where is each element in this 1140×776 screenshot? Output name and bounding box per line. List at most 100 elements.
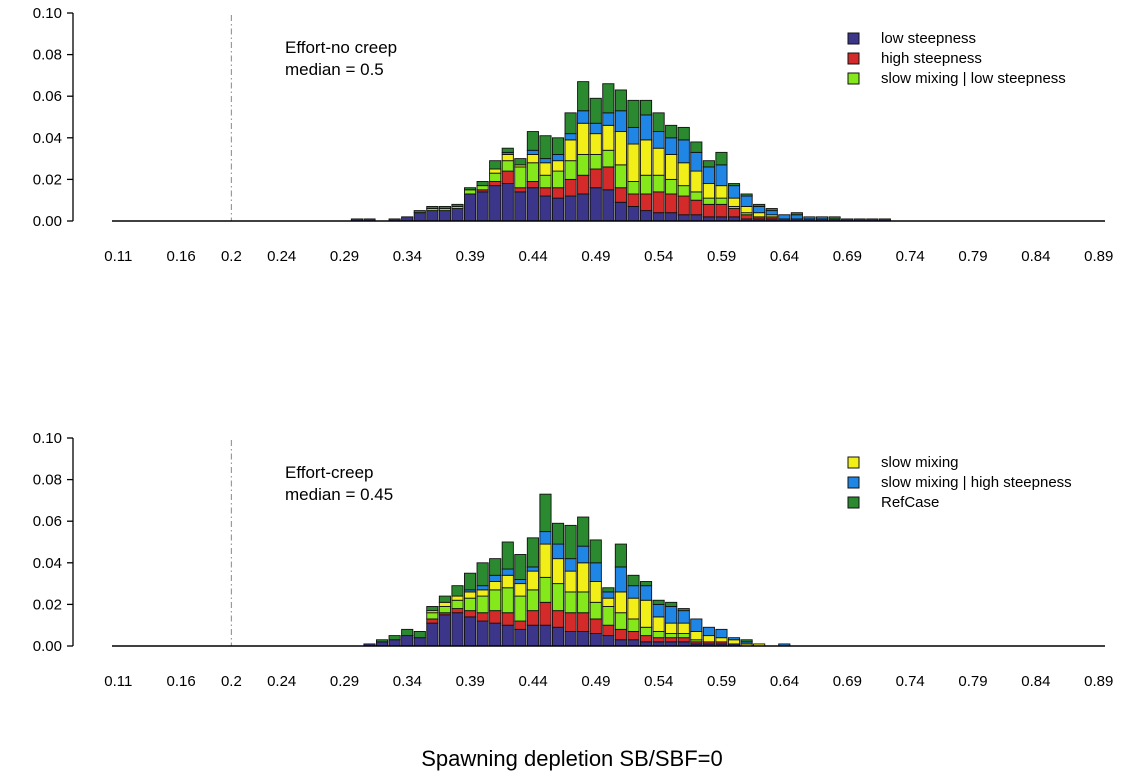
bar-segment <box>639 599 653 628</box>
bar-segment <box>614 201 627 222</box>
bar-segment <box>539 195 552 222</box>
bar-segment <box>602 112 615 126</box>
bar-segment <box>539 187 552 197</box>
bar-segment <box>564 612 577 632</box>
bar-segment <box>551 626 565 647</box>
bar-segment <box>753 203 766 207</box>
bar-segment <box>727 639 741 645</box>
bar-segment <box>426 612 439 620</box>
bar-segment <box>577 630 590 647</box>
bar-segment <box>589 562 602 582</box>
bar-segment <box>514 187 527 193</box>
bar-segment <box>627 143 640 182</box>
bar-segment <box>627 597 640 620</box>
bar-segment <box>514 578 527 585</box>
bar-segment <box>501 568 514 576</box>
bar-segment <box>614 566 627 593</box>
y-tick-label: 0.02 <box>33 596 62 613</box>
bar-segment <box>501 153 514 162</box>
bar-segment <box>627 618 640 632</box>
x-tick-label: 0.44 <box>518 673 547 690</box>
bar-segment <box>715 203 728 218</box>
x-tick-label: 0.11 <box>104 248 132 265</box>
bar-segment <box>677 608 690 612</box>
bar-segment <box>476 620 489 647</box>
bar-segment <box>727 185 741 199</box>
bar-segment <box>614 628 627 641</box>
bar-segment <box>602 624 615 637</box>
bar-segment <box>627 585 640 599</box>
bar-segment <box>627 181 640 195</box>
bar-segment <box>463 193 477 222</box>
y-tick-label: 0.08 <box>33 472 62 489</box>
bar-segment <box>589 539 602 564</box>
bar-segment <box>501 147 514 153</box>
bar-segment <box>526 537 539 568</box>
bar-segment <box>715 628 728 639</box>
x-tick-label: 0.39 <box>456 248 485 265</box>
y-tick-label: 0.10 <box>33 430 62 447</box>
bar-segment <box>589 618 602 634</box>
bar-segment <box>489 574 502 582</box>
bar-segment <box>614 187 627 203</box>
bar-segment <box>740 214 753 220</box>
bar-segment <box>727 637 741 641</box>
bar-segment <box>514 554 527 580</box>
bar-segment <box>526 187 539 222</box>
bar-segment <box>665 153 678 180</box>
bar-segment <box>564 139 577 162</box>
bar-segment <box>614 543 627 568</box>
bar-segment <box>652 616 665 632</box>
bar-segment <box>476 562 489 587</box>
bar-segment <box>489 181 502 187</box>
x-tick-label: 0.2 <box>221 673 242 690</box>
bar-segment <box>501 574 514 589</box>
bar-segment <box>727 197 741 207</box>
bar-segment <box>690 214 703 222</box>
bar-segment <box>690 199 703 216</box>
bar-segment <box>589 153 602 170</box>
bar-segment <box>376 639 389 643</box>
x-tick-label: 0.29 <box>330 673 359 690</box>
x-tick-label: 0.79 <box>958 248 987 265</box>
bar-segment <box>551 558 565 585</box>
bar-segment <box>690 170 703 193</box>
bar-segment <box>476 585 489 591</box>
bar-segment <box>765 210 778 216</box>
bar-segment <box>388 635 401 641</box>
bar-segment <box>489 160 502 170</box>
bar-segment <box>665 193 678 214</box>
bar-segment <box>526 566 539 572</box>
bar-segment <box>652 112 665 133</box>
bar-segment <box>438 614 451 647</box>
panel-annotation: Effort-creep <box>285 463 374 482</box>
bar-segment <box>702 635 715 643</box>
x-tick-label: 0.59 <box>707 248 736 265</box>
bar-segment <box>677 195 690 216</box>
bar-segment <box>702 203 715 218</box>
bar-segment <box>677 139 690 164</box>
bar-segment <box>539 162 552 176</box>
bar-segment <box>665 601 678 607</box>
x-tick-label: 0.64 <box>770 248 799 265</box>
bar-segment <box>715 164 728 187</box>
bar-segment <box>539 543 552 578</box>
bar-segment <box>551 522 565 545</box>
y-tick-label: 0.10 <box>33 5 62 22</box>
bar-segment <box>589 168 602 189</box>
bar-segment <box>551 137 565 155</box>
bar-segment <box>463 189 477 195</box>
bar-segment <box>665 137 678 155</box>
legend-label: high steepness <box>881 50 982 67</box>
bar-segment <box>614 110 627 133</box>
bar-segment <box>388 639 401 647</box>
bar-segment <box>501 183 514 222</box>
bar-segment <box>501 624 514 647</box>
bar-segment <box>665 212 678 222</box>
x-tick-label: 0.49 <box>581 248 610 265</box>
bar-segment <box>564 133 577 141</box>
bar-segment <box>627 639 640 647</box>
x-tick-label: 0.84 <box>1021 673 1050 690</box>
bar-segment <box>614 612 627 630</box>
bar-segment <box>652 147 665 176</box>
